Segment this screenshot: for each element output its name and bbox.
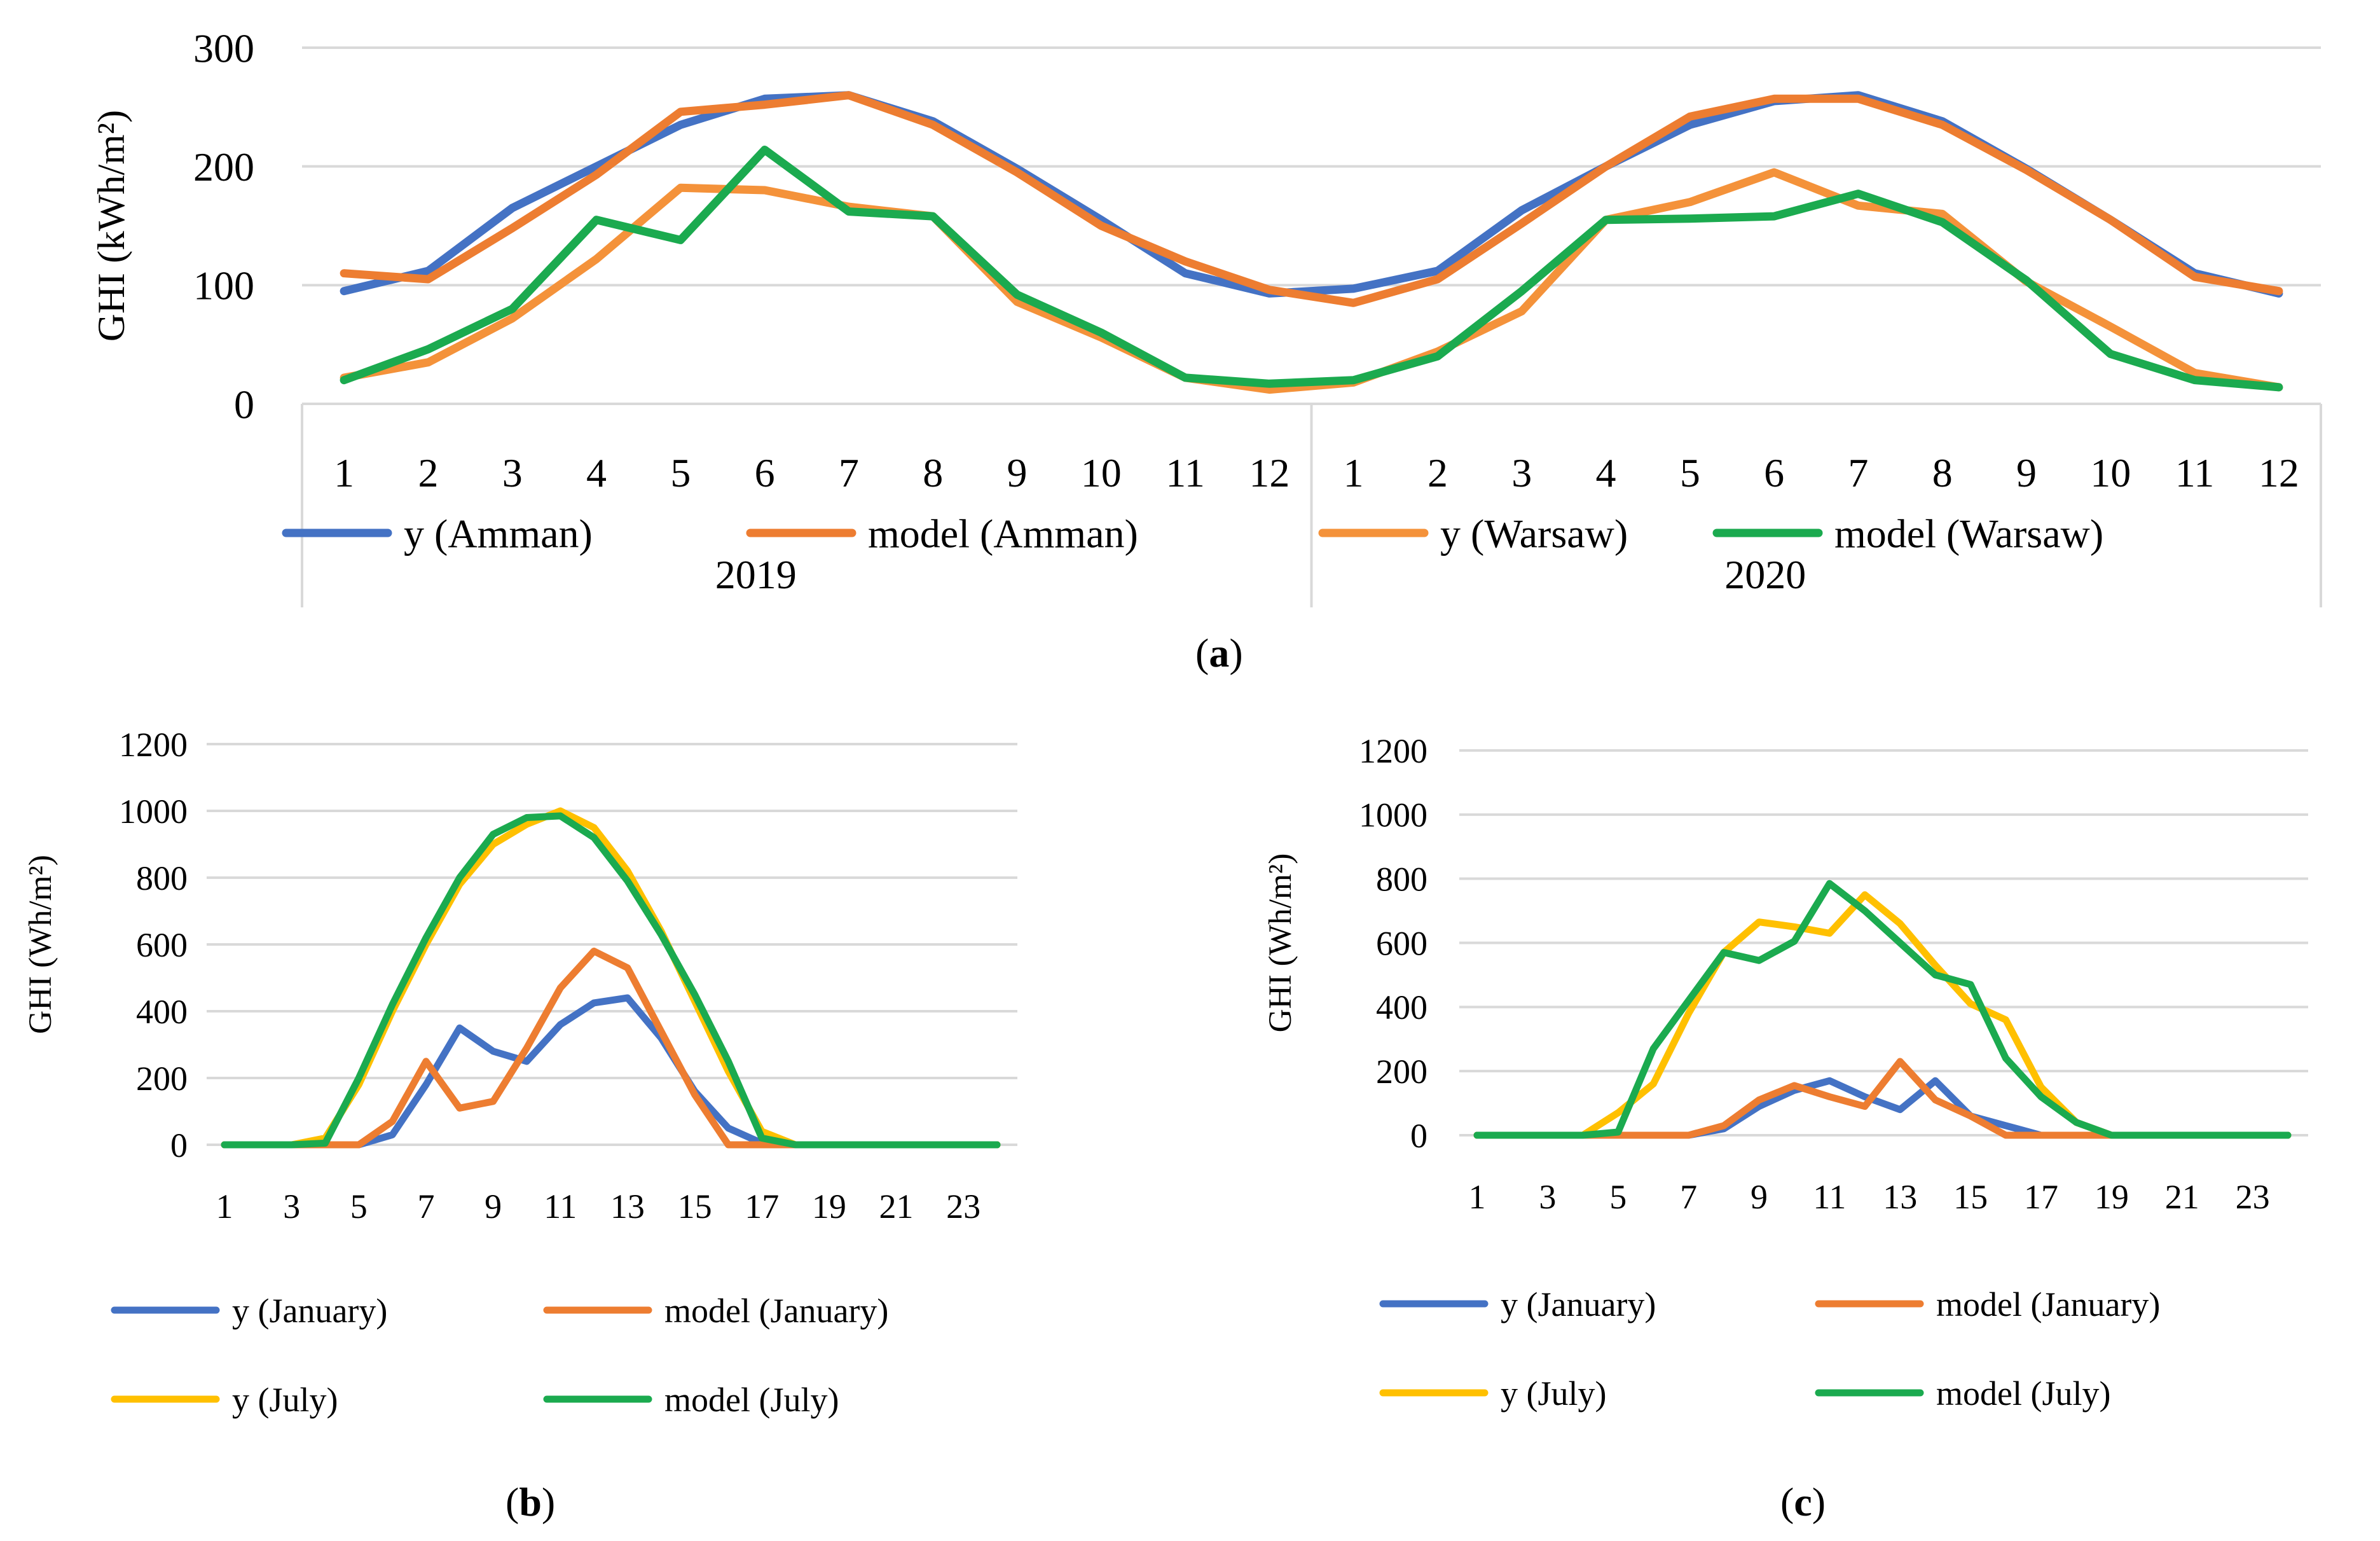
legend-label: model (July) xyxy=(1936,1374,2110,1413)
y-tick-label: 0 xyxy=(170,1126,188,1164)
x-tick-label: 17 xyxy=(745,1187,779,1226)
x-tick-label: 1 xyxy=(334,450,354,495)
y-axis-title: GHI (Wh/m²) xyxy=(1262,853,1298,1033)
y-tick-label: 1000 xyxy=(119,792,188,831)
y-tick-label: 200 xyxy=(136,1060,188,1098)
legend-label: y (January) xyxy=(1501,1285,1656,1323)
legend-label: y (January) xyxy=(232,1292,387,1330)
group-label: 2020 xyxy=(1724,552,1806,597)
series-line-4 xyxy=(1473,880,2292,1139)
x-tick-label: 4 xyxy=(586,450,607,495)
y-tick-label: 200 xyxy=(193,144,254,190)
x-tick-label: 3 xyxy=(283,1187,300,1226)
x-tick-label: 9 xyxy=(1007,450,1027,495)
x-tick-label: 4 xyxy=(1596,450,1616,495)
x-tick-label: 17 xyxy=(2024,1178,2058,1216)
x-tick-label: 8 xyxy=(923,450,943,495)
y-tick-label: 100 xyxy=(193,263,254,308)
x-tick-label: 15 xyxy=(1953,1178,1988,1216)
y-tick-label: 400 xyxy=(136,993,188,1031)
x-tick-label: 2 xyxy=(418,450,438,495)
x-tick-label: 3 xyxy=(1511,450,1532,495)
legend-label: y (Amman) xyxy=(404,511,593,556)
x-tick-label: 9 xyxy=(1751,1178,1768,1216)
x-tick-label: 6 xyxy=(1764,450,1784,495)
group-label: 2019 xyxy=(715,552,797,597)
y-tick-label: 600 xyxy=(136,926,188,964)
x-tick-label: 23 xyxy=(946,1187,980,1226)
caption-b: (b) xyxy=(506,1479,556,1524)
legend-label: model (January) xyxy=(1936,1285,2160,1323)
x-tick-label: 2 xyxy=(1427,450,1448,495)
x-tick-label: 8 xyxy=(1932,450,1953,495)
x-tick-label: 9 xyxy=(2016,450,2037,495)
series-line-3 xyxy=(340,168,2283,394)
x-tick-label: 12 xyxy=(2259,450,2299,495)
legend-label: y (July) xyxy=(232,1381,338,1419)
y-tick-label: 800 xyxy=(136,859,188,897)
x-tick-label: 19 xyxy=(812,1187,846,1226)
y-tick-label: 0 xyxy=(234,382,254,427)
legend-label: model (July) xyxy=(664,1381,839,1419)
legend-label: model (Amman) xyxy=(868,511,1138,556)
series-line-2 xyxy=(340,91,2283,307)
y-tick-label: 0 xyxy=(1410,1117,1427,1155)
x-tick-label: 12 xyxy=(1249,450,1290,495)
series-line-4 xyxy=(340,146,2283,392)
x-tick-label: 19 xyxy=(2095,1178,2129,1216)
x-tick-label: 10 xyxy=(1081,450,1122,495)
x-tick-label: 5 xyxy=(1680,450,1700,495)
y-tick-label: 300 xyxy=(193,25,254,71)
legend-label: model (January) xyxy=(664,1292,888,1330)
legend-label: y (Warsaw) xyxy=(1440,511,1628,556)
x-tick-label: 1 xyxy=(216,1187,233,1226)
caption-c: (c) xyxy=(1780,1479,1826,1524)
x-tick-label: 11 xyxy=(1166,450,1205,495)
x-tick-label: 1 xyxy=(1469,1178,1486,1216)
x-tick-label: 3 xyxy=(502,450,523,495)
x-tick-label: 11 xyxy=(544,1187,577,1226)
x-tick-label: 21 xyxy=(879,1187,914,1226)
x-tick-label: 6 xyxy=(755,450,775,495)
x-tick-label: 13 xyxy=(1883,1178,1917,1216)
y-tick-label: 800 xyxy=(1376,860,1427,899)
x-tick-label: 23 xyxy=(2236,1178,2270,1216)
series-line-1 xyxy=(340,91,2283,298)
x-tick-label: 5 xyxy=(670,450,691,495)
x-tick-label: 1 xyxy=(1344,450,1364,495)
x-tick-label: 7 xyxy=(1848,450,1868,495)
x-tick-label: 11 xyxy=(1813,1178,1846,1216)
x-tick-label: 7 xyxy=(839,450,859,495)
x-tick-label: 3 xyxy=(1539,1178,1556,1216)
y-tick-label: 1200 xyxy=(1359,732,1427,770)
legend-label: y (July) xyxy=(1501,1374,1606,1413)
y-tick-label: 600 xyxy=(1376,924,1427,962)
x-tick-label: 13 xyxy=(610,1187,645,1226)
y-axis-title: GHI (kWh/m²) xyxy=(90,110,133,342)
x-tick-label: 7 xyxy=(417,1187,434,1226)
x-tick-label: 10 xyxy=(2090,450,2131,495)
legend-label: model (Warsaw) xyxy=(1834,511,2103,556)
y-tick-label: 1000 xyxy=(1359,796,1427,834)
x-tick-label: 21 xyxy=(2165,1178,2199,1216)
caption-a: (a) xyxy=(1195,630,1243,675)
x-tick-label: 7 xyxy=(1680,1178,1697,1216)
x-tick-label: 11 xyxy=(2175,450,2215,495)
series-line-4 xyxy=(221,812,1001,1149)
x-tick-label: 5 xyxy=(350,1187,368,1226)
y-axis-title: GHI (Wh/m²) xyxy=(22,855,58,1034)
x-tick-label: 15 xyxy=(678,1187,712,1226)
x-tick-label: 9 xyxy=(485,1187,502,1226)
series-line-1 xyxy=(221,994,1001,1149)
y-tick-label: 200 xyxy=(1376,1053,1427,1091)
y-tick-label: 400 xyxy=(1376,988,1427,1026)
x-tick-label: 5 xyxy=(1609,1178,1627,1216)
y-tick-label: 1200 xyxy=(119,726,188,764)
